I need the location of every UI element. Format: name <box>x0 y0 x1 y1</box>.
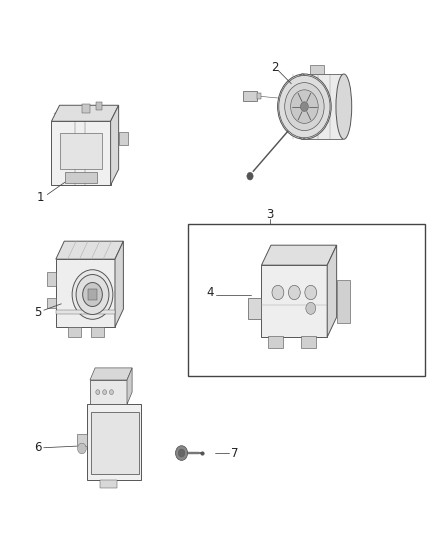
FancyBboxPatch shape <box>268 336 283 348</box>
Ellipse shape <box>272 285 284 300</box>
Text: 6: 6 <box>34 441 42 454</box>
Text: 5: 5 <box>35 306 42 319</box>
Ellipse shape <box>76 274 109 314</box>
FancyBboxPatch shape <box>77 434 87 446</box>
FancyBboxPatch shape <box>100 481 117 488</box>
Ellipse shape <box>290 90 318 123</box>
FancyBboxPatch shape <box>92 327 105 337</box>
Polygon shape <box>90 368 132 380</box>
Ellipse shape <box>96 390 100 394</box>
FancyBboxPatch shape <box>47 298 56 308</box>
FancyBboxPatch shape <box>91 412 139 474</box>
Ellipse shape <box>300 102 308 111</box>
Polygon shape <box>327 245 337 337</box>
FancyBboxPatch shape <box>301 336 316 348</box>
Ellipse shape <box>306 302 316 314</box>
FancyBboxPatch shape <box>67 327 81 337</box>
FancyBboxPatch shape <box>257 93 261 99</box>
Ellipse shape <box>278 74 331 139</box>
Polygon shape <box>248 297 261 319</box>
FancyBboxPatch shape <box>337 279 350 322</box>
FancyBboxPatch shape <box>95 102 102 110</box>
FancyBboxPatch shape <box>310 66 324 74</box>
Ellipse shape <box>285 83 324 131</box>
FancyBboxPatch shape <box>65 172 97 183</box>
Ellipse shape <box>102 390 106 394</box>
FancyBboxPatch shape <box>56 259 115 327</box>
FancyBboxPatch shape <box>90 380 127 404</box>
FancyBboxPatch shape <box>87 404 141 481</box>
Ellipse shape <box>178 449 185 457</box>
Ellipse shape <box>72 270 113 319</box>
Polygon shape <box>110 106 119 185</box>
FancyBboxPatch shape <box>261 265 327 337</box>
Polygon shape <box>127 368 132 404</box>
FancyBboxPatch shape <box>82 103 90 114</box>
Ellipse shape <box>247 172 253 180</box>
Ellipse shape <box>110 390 113 394</box>
FancyBboxPatch shape <box>88 289 97 300</box>
Text: 3: 3 <box>266 208 273 221</box>
FancyBboxPatch shape <box>244 91 257 101</box>
Text: 2: 2 <box>271 61 279 74</box>
Text: 7: 7 <box>230 447 238 459</box>
FancyBboxPatch shape <box>51 122 110 185</box>
Text: 4: 4 <box>206 286 214 299</box>
Polygon shape <box>115 241 124 327</box>
FancyBboxPatch shape <box>119 132 128 145</box>
Ellipse shape <box>288 285 300 300</box>
Ellipse shape <box>305 285 317 300</box>
FancyBboxPatch shape <box>56 310 115 313</box>
Ellipse shape <box>294 74 310 139</box>
Ellipse shape <box>78 443 86 454</box>
Polygon shape <box>56 241 124 259</box>
FancyBboxPatch shape <box>302 74 342 139</box>
Polygon shape <box>261 245 337 265</box>
FancyBboxPatch shape <box>47 272 56 286</box>
Text: 1: 1 <box>37 191 45 204</box>
FancyBboxPatch shape <box>60 133 102 169</box>
Polygon shape <box>51 106 119 122</box>
Ellipse shape <box>176 446 187 461</box>
Ellipse shape <box>83 282 102 306</box>
Ellipse shape <box>279 75 330 138</box>
Ellipse shape <box>336 74 352 139</box>
